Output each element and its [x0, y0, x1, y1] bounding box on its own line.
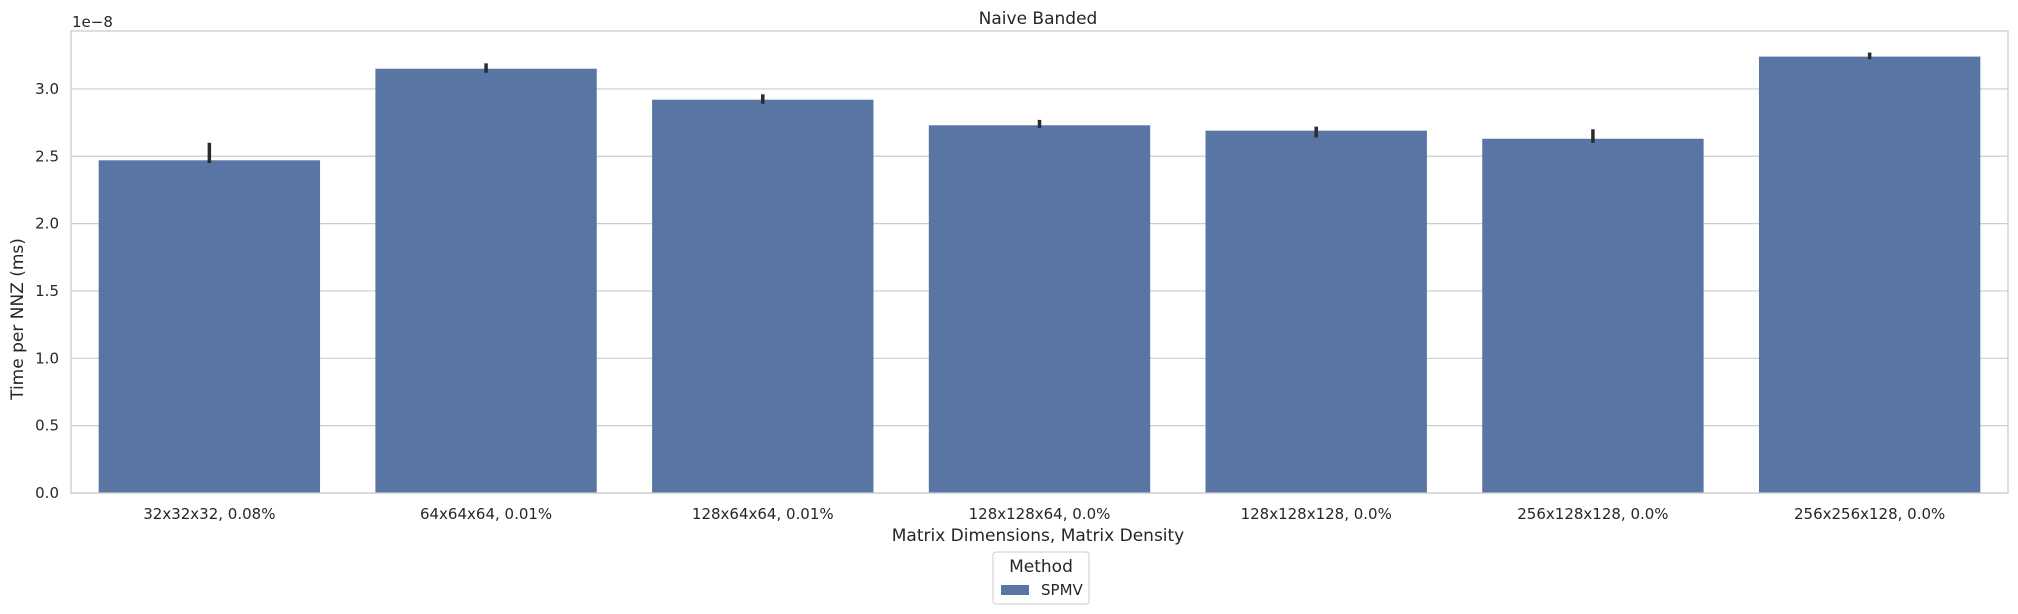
x-tick-label: 32x32x32, 0.08%	[143, 505, 275, 523]
bar	[928, 125, 1151, 494]
y-tick-label: 1.5	[35, 282, 59, 300]
x-tick-label: 256x128x128, 0.0%	[1517, 505, 1668, 523]
x-axis-label: Matrix Dimensions, Matrix Density	[892, 526, 1185, 546]
legend-title: Method	[1009, 557, 1073, 577]
y-axis-label: Time per NNZ (ms)	[8, 238, 28, 401]
x-tick-label: 128x128x64, 0.0%	[969, 505, 1111, 523]
error-bars	[207, 52, 1872, 163]
bar	[1482, 138, 1704, 493]
x-tick-label: 256x256x128, 0.0%	[1794, 505, 1945, 523]
bars	[98, 56, 1981, 494]
bar	[1205, 130, 1427, 493]
chart-title: Naive Banded	[979, 9, 1098, 29]
y-tick-label: 0.0	[35, 484, 59, 502]
bar	[375, 68, 597, 493]
x-tick-label: 128x128x128, 0.0%	[1241, 505, 1392, 523]
legend-label-spmv: SPMV	[1041, 581, 1084, 599]
bar	[1758, 56, 1981, 494]
plot-frame	[70, 30, 2009, 494]
legend: Method SPMV	[992, 551, 1090, 605]
y-tick-label: 3.0	[35, 80, 59, 98]
legend-swatch-spmv	[1001, 585, 1029, 595]
bar	[652, 99, 874, 493]
x-tick-labels: 32x32x32, 0.08% 64x64x64, 0.01% 128x64x64,…	[143, 505, 1945, 523]
y-tick-label: 0.5	[35, 417, 59, 435]
y-tick-label: 2.0	[35, 215, 59, 233]
y-tick-label: 1.0	[35, 349, 59, 367]
bar	[98, 160, 321, 493]
y-tick-label: 2.5	[35, 147, 59, 165]
x-tick-label: 128x64x64, 0.01%	[692, 505, 834, 523]
y-tick-labels: 0.0 0.5 1.0 1.5 2.0 2.5 3.0	[35, 80, 59, 502]
x-tick-label: 64x64x64, 0.01%	[420, 505, 552, 523]
y-scale-label: 1e−8	[72, 13, 113, 31]
